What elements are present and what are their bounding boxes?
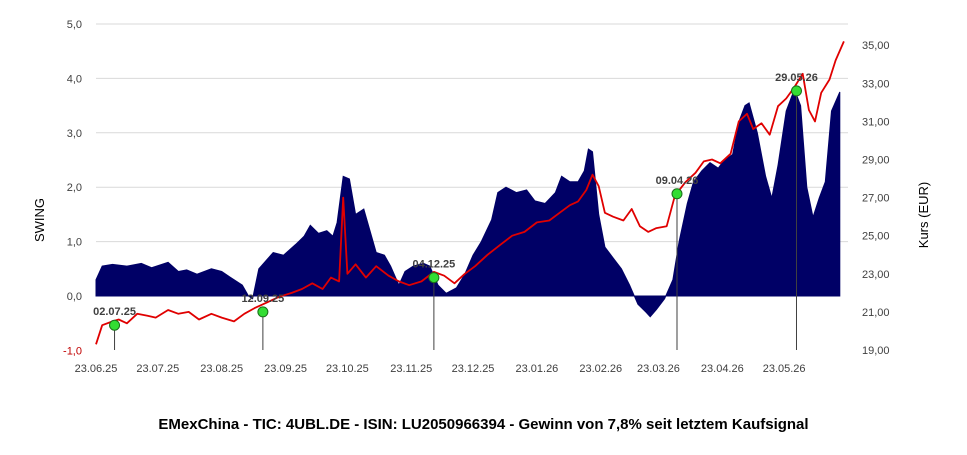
y2-tick-label: 33,00 [862,78,890,90]
y2-tick-label: 23,00 [862,269,890,281]
x-tick-label: 23.01.26 [515,363,558,375]
y-tick-label: 4,0 [67,73,82,85]
y2-tick-label: 27,00 [862,193,890,205]
x-tick-label: 23.03.26 [637,363,680,375]
x-tick-label: 23.02.26 [579,363,622,375]
y2-tick-label: 21,00 [862,307,890,319]
x-tick-label: 23.07.25 [136,363,179,375]
x-tick-label: 23.12.25 [452,363,495,375]
y2-tick-label: 35,00 [862,40,890,52]
chart-caption: EMexChina - TIC: 4UBL.DE - ISIN: LU20509… [158,416,809,433]
y-tick-label: 1,0 [67,237,82,249]
swing-area-series [95,87,841,318]
signal-label: 09.04.26 [656,175,699,187]
y2-tick-label: 25,00 [862,231,890,243]
y2-tick-label: 29,00 [862,155,890,167]
signal-marker [109,319,121,331]
signal-marker [428,272,440,284]
y2-tick-label: 31,00 [862,116,890,128]
kurs-line [95,41,845,345]
buy-signals: 02.07.25 12.09.25 04.12.25 09.04.26 29.05.26 [93,72,818,331]
signal-marker [257,306,269,318]
swing-kurs-chart: 02.07.25 12.09.25 04.12.25 09.04.26 29.05.26… [32,19,931,375]
y2-tick-label: 19,00 [862,345,890,357]
y-tick-label: 5,0 [67,19,82,31]
y-axis-right-ticks: 35,00 33,00 31,00 29,00 27,00 25,00 23,00 21,00… [862,40,890,357]
signal-marker [790,85,802,97]
signal-label: 29.05.26 [775,72,818,84]
kurs-line-series [95,41,845,345]
signal-label: 02.07.25 [93,306,136,318]
signal-label: 12.09.25 [241,293,284,305]
x-axis-ticks: 23.06.25 23.07.25 23.08.25 23.09.25 23.10.25… [75,363,806,375]
swing-area [95,87,841,318]
x-tick-label: 23.05.26 [763,363,806,375]
x-tick-label: 23.11.25 [390,363,432,375]
y-axis-left-ticks: 5,0 4,0 3,0 2,0 1,0 0,0 -1,0 [63,19,82,357]
y-axis-left-title: SWING [32,198,47,242]
x-tick-label: 23.06.25 [75,363,118,375]
x-tick-label: 23.04.26 [701,363,744,375]
x-tick-label: 23.09.25 [264,363,307,375]
signal-marker [671,188,683,200]
x-tick-label: 23.08.25 [200,363,243,375]
y-tick-label: 0,0 [67,291,82,303]
y-tick-label: -1,0 [63,345,82,357]
signal-label: 04.12.25 [412,259,455,271]
y-tick-label: 3,0 [67,128,82,140]
y-axis-right-title: Kurs (EUR) [916,182,931,248]
x-tick-label: 23.10.25 [326,363,369,375]
y-tick-label: 2,0 [67,182,82,194]
